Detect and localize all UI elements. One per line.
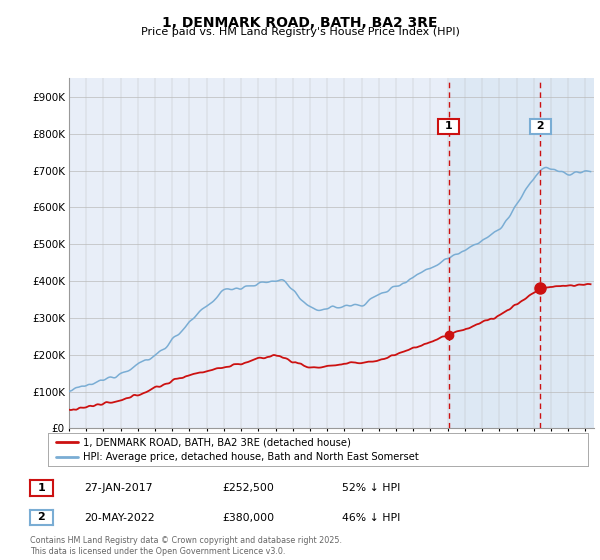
Text: 27-JAN-2017: 27-JAN-2017 bbox=[84, 483, 152, 493]
Text: 2: 2 bbox=[533, 122, 548, 131]
Text: Price paid vs. HM Land Registry's House Price Index (HPI): Price paid vs. HM Land Registry's House … bbox=[140, 27, 460, 37]
Text: Contains HM Land Registry data © Crown copyright and database right 2025.
This d: Contains HM Land Registry data © Crown c… bbox=[30, 536, 342, 556]
Text: £380,000: £380,000 bbox=[222, 513, 274, 523]
Text: 1: 1 bbox=[38, 483, 45, 493]
Bar bbox=[449, 78, 594, 428]
Text: 52% ↓ HPI: 52% ↓ HPI bbox=[342, 483, 400, 493]
Text: 1, DENMARK ROAD, BATH, BA2 3RE (detached house): 1, DENMARK ROAD, BATH, BA2 3RE (detached… bbox=[83, 437, 351, 447]
Text: 1, DENMARK ROAD, BATH, BA2 3RE: 1, DENMARK ROAD, BATH, BA2 3RE bbox=[162, 16, 438, 30]
Text: 46% ↓ HPI: 46% ↓ HPI bbox=[342, 513, 400, 523]
Text: 2: 2 bbox=[38, 512, 45, 522]
Text: 1: 1 bbox=[441, 122, 457, 131]
Text: 20-MAY-2022: 20-MAY-2022 bbox=[84, 513, 155, 523]
Text: HPI: Average price, detached house, Bath and North East Somerset: HPI: Average price, detached house, Bath… bbox=[83, 452, 419, 462]
Text: £252,500: £252,500 bbox=[222, 483, 274, 493]
